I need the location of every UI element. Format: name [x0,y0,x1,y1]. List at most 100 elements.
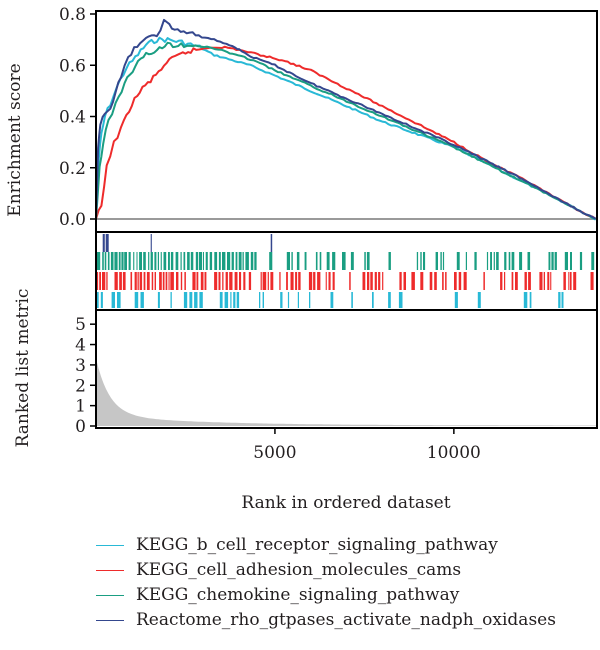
enrichment-y-label: Enrichment score [5,63,25,216]
hit-mark [543,272,545,290]
y-tick-label: 4 [75,336,86,356]
hit-mark [547,272,550,290]
hit-mark [362,272,366,290]
hit-mark [183,292,188,308]
hit-mark [504,272,506,290]
hit-mark [250,252,254,270]
y-tick-label: 0.6 [59,56,86,76]
hit-mark [286,252,290,270]
hit-mark [434,272,437,290]
hit-mark [474,252,477,270]
hit-mark [259,292,261,308]
series-line [95,45,597,220]
hit-mark [370,272,373,290]
hit-mark [231,252,234,270]
hit-mark [563,272,566,290]
hit-mark [239,272,242,290]
hit-mark [222,272,224,290]
hit-mark [458,272,462,290]
hit-mark [205,252,208,270]
hit-mark [168,272,170,290]
hit-mark [573,272,577,290]
legend-swatch [96,570,124,571]
hit-mark [529,292,532,308]
hit-mark [160,252,162,270]
legend-item: Reactome_rho_gtpases_activate_nadph_oxid… [96,608,596,633]
hit-mark [440,252,442,270]
hit-mark [235,252,238,270]
hit-mark [579,252,583,270]
hit-mark [114,252,118,270]
legend-item: KEGG_cell_adhesion_molecules_cams [96,558,596,583]
hit-mark [486,252,489,270]
hit-mark [99,272,101,290]
hit-mark [165,272,168,290]
hit-mark [180,272,183,290]
hit-mark [130,272,133,290]
hit-mark [270,234,273,252]
hit-mark [183,252,186,270]
enrichment-panel: 0.0 0.2 0.4 0.6 0.8 Enrichment score [5,5,598,233]
hit-mark [102,252,104,270]
hit-mark [290,272,294,290]
hits-panel [95,231,598,311]
hit-mark [423,252,426,270]
hit-mark [429,272,433,290]
hit-mark [465,252,467,270]
hit-mark [175,252,179,270]
hit-mark [328,272,331,290]
hit-mark [411,272,415,290]
enrichment-y-axis: 0.0 0.2 0.4 0.6 0.8 [59,5,96,230]
hit-mark [227,252,231,270]
hit-mark [180,252,182,270]
hit-mark [279,272,281,290]
hit-mark [106,272,108,290]
hit-mark [445,272,447,290]
hit-mark [187,252,190,270]
hit-mark [554,252,557,270]
hit-mark [493,252,495,270]
hit-mark [198,252,203,270]
hit-mark [332,272,335,290]
legend-item: KEGG_b_cell_receptor_signaling_pathway [96,533,596,558]
hit-mark [260,272,262,290]
hit-mark [403,272,406,290]
hit-mark [234,272,238,290]
hit-mark [245,252,249,270]
hit-mark [548,252,551,270]
hit-mark [442,252,445,270]
hit-mark [568,272,570,290]
hit-mark [236,292,240,308]
hit-mark [170,252,174,270]
hit-mark [157,252,159,270]
hit-mark [148,252,150,270]
hit-mark [511,272,514,290]
hit-mark [229,272,233,290]
y-tick-label: 3 [75,356,86,376]
hit-mark [528,272,531,290]
hit-mark [137,272,139,290]
hit-mark [209,252,213,270]
hit-mark [150,252,153,270]
hit-mark [550,272,552,290]
hit-mark [238,252,242,270]
hit-mark [319,252,322,270]
hit-mark [105,234,109,252]
legend-swatch [96,620,124,621]
hit-mark [349,272,351,290]
hit-mark [374,272,377,290]
hit-mark [196,272,199,290]
hit-mark [157,292,160,308]
hit-mark [561,292,564,308]
hit-mark [224,292,229,308]
hit-mark [219,292,223,308]
ranked-y-label: Ranked list metric [13,289,33,448]
hit-mark [442,272,444,290]
hit-mark [270,272,274,290]
ranked-frame [95,309,598,429]
hit-mark [269,252,273,270]
legend: KEGG_b_cell_receptor_signaling_pathway K… [96,533,596,633]
series-line [95,36,597,221]
